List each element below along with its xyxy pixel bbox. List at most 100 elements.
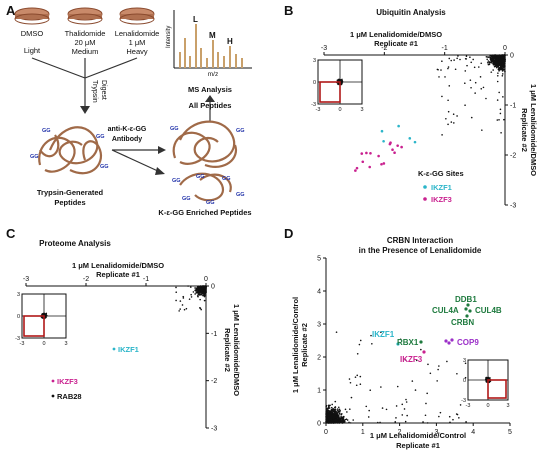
antibody-arrowheads [155,146,166,175]
data-point [503,54,506,56]
data-point [338,408,341,411]
data-point [452,418,454,421]
data-point [192,291,195,293]
data-point [181,304,184,306]
data-point [472,58,474,61]
panel-c-xlabel-line2: Replicate #1 [96,270,140,279]
data-point [501,63,504,66]
data-point [496,54,498,57]
data-point [198,291,201,293]
data-point [500,132,502,134]
data-point [194,287,196,289]
merge-lines [31,57,138,108]
data-point [470,116,473,119]
gg-tags: GG GG GG GG GG GG GG GG GG GG GG GG [30,126,245,206]
data-point [349,422,352,424]
data-point [494,61,497,63]
data-point [343,415,345,418]
inset-point [42,312,45,315]
data-point [464,376,467,379]
data-point [447,99,449,102]
data-point [501,68,503,71]
data-point [175,299,177,302]
data-point [494,64,497,67]
data-point [420,348,422,351]
y-tick-label: 0 [211,284,215,291]
data-point [380,331,382,334]
panel-b-xlabel-line2: Replicate #1 [374,39,418,48]
data-point [498,60,501,63]
data-point [493,57,496,60]
ikzf1-point [382,139,385,143]
data-point [422,421,424,423]
data-point [490,58,493,61]
panel-c-axes: -3 -2 -1 00-1-2-3 [23,276,217,433]
data-point [338,410,341,413]
data-point [203,285,206,288]
data-point [325,407,328,410]
data-point [365,405,368,408]
ikzf1-point [380,129,384,133]
data-point [327,410,330,412]
data-point [395,417,397,419]
data-point [330,419,333,421]
y-tick-label: -3 [510,203,516,210]
inset-x-tick-label: -3 [316,107,321,113]
data-point [196,285,199,288]
trypsin-label: Trypsin [91,80,98,103]
y-tick-label: -2 [510,153,516,160]
data-point [474,92,476,94]
panel-d-label-cul4a: CUL4A [432,306,459,315]
ikzf1-point [408,137,412,140]
data-point [367,416,370,418]
data-point [337,406,340,409]
ikzf3-point [365,151,368,155]
panel-c-title: Proteome Analysis [39,239,111,248]
x-tick-label: 0 [324,429,328,436]
data-point [454,68,457,71]
data-point [438,415,440,418]
gg-tag-2: GG [96,134,105,140]
data-point [496,80,499,83]
panel-c-ylabel-line2: Replicate #2 [223,328,232,372]
inset-point [341,81,344,83]
panel-d-label-ddb1: DDB1 [455,295,477,304]
data-point [334,418,337,421]
data-point [501,73,504,75]
data-point [436,68,439,71]
data-point [405,398,407,401]
data-point [464,104,466,107]
ikzf1-point [397,124,400,128]
data-point [346,419,349,421]
y-tick-label: 3 [317,322,321,329]
ikzf3-point [369,151,372,155]
inset-y-tick-label: 3 [463,358,466,364]
trypsin-peptides-line1: Trypsin-Generated [37,188,104,197]
dish-dmso-name: DMSO [21,29,44,38]
data-point [403,408,406,410]
data-point [491,57,494,59]
data-point [190,293,192,296]
data-point [501,58,504,61]
data-point [495,66,498,69]
data-point [334,414,336,416]
data-point [503,68,505,70]
data-point [349,381,352,384]
data-point [341,419,343,422]
y-tick-label: 4 [317,289,321,296]
inset-zoom-box [319,81,341,103]
ikzf3-point [361,160,365,164]
data-point [188,298,191,300]
data-point [455,413,458,415]
data-point [327,421,330,424]
dish-dmso [14,7,50,25]
data-point [490,61,493,63]
gg-tag-6: GG [236,128,245,134]
data-point [326,409,329,412]
panel-d-label-cul4b: CUL4B [475,306,502,315]
data-point [370,334,372,337]
gg-tag-7: GG [172,178,181,184]
data-point [490,55,493,58]
data-point [481,129,483,131]
trypsin-peptides-line2: Peptides [54,198,85,207]
